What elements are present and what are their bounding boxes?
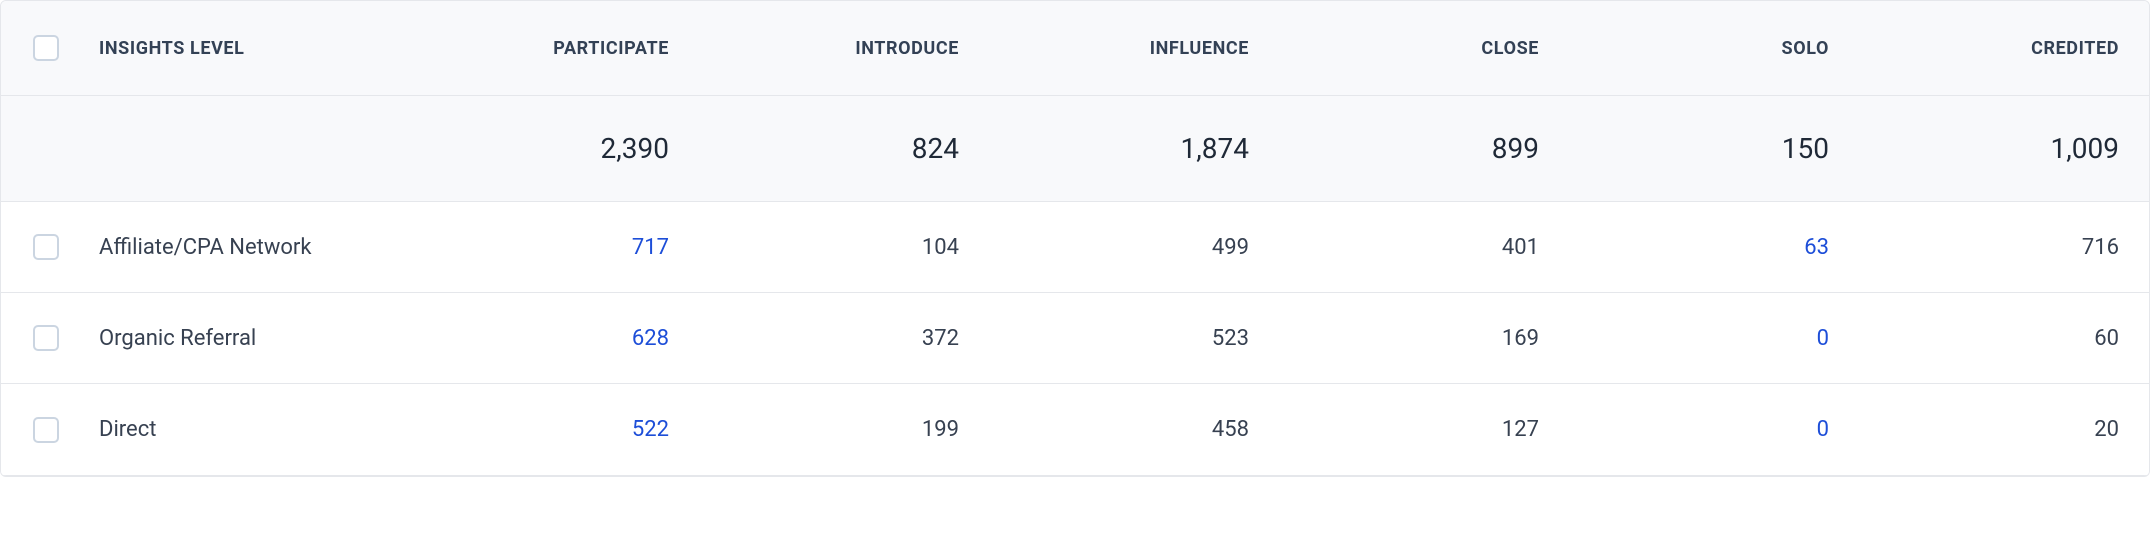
table-header-row: INSIGHTS LEVEL PARTICIPATE INTRODUCE INF… [1,1,2150,96]
row-introduce: 199 [701,384,991,475]
row-checkbox-cell [1,384,91,475]
totals-solo: 150 [1571,96,1861,202]
row-influence: 458 [991,384,1281,475]
totals-checkbox-cell [1,96,91,202]
row-introduce: 372 [701,293,991,384]
solo-link[interactable]: 0 [1817,326,1829,351]
row-checkbox-cell [1,293,91,384]
header-influence[interactable]: INFLUENCE [991,1,1281,96]
solo-link[interactable]: 0 [1817,417,1829,442]
row-checkbox[interactable] [33,234,59,260]
row-solo[interactable]: 0 [1571,384,1861,475]
row-checkbox[interactable] [33,325,59,351]
header-credited[interactable]: CREDITED [1861,1,2150,96]
participate-link[interactable]: 717 [632,235,669,260]
insights-table: INSIGHTS LEVEL PARTICIPATE INTRODUCE INF… [1,1,2150,476]
select-all-checkbox[interactable] [33,35,59,61]
insights-table-container: INSIGHTS LEVEL PARTICIPATE INTRODUCE INF… [0,0,2150,477]
row-label[interactable]: Affiliate/CPA Network [91,202,411,293]
totals-credited: 1,009 [1861,96,2150,202]
row-influence: 523 [991,293,1281,384]
table-row: Organic Referral 628 372 523 169 0 60 [1,293,2150,384]
row-label[interactable]: Direct [91,384,411,475]
totals-label-cell [91,96,411,202]
row-close: 169 [1281,293,1571,384]
participate-link[interactable]: 628 [632,326,669,351]
row-participate[interactable]: 717 [411,202,701,293]
participate-link[interactable]: 522 [632,417,669,442]
row-credited: 20 [1861,384,2150,475]
totals-participate: 2,390 [411,96,701,202]
row-close: 127 [1281,384,1571,475]
row-solo[interactable]: 63 [1571,202,1861,293]
row-solo[interactable]: 0 [1571,293,1861,384]
row-influence: 499 [991,202,1281,293]
header-checkbox-cell [1,1,91,96]
row-participate[interactable]: 522 [411,384,701,475]
totals-introduce: 824 [701,96,991,202]
row-label[interactable]: Organic Referral [91,293,411,384]
row-checkbox[interactable] [33,417,59,443]
header-introduce[interactable]: INTRODUCE [701,1,991,96]
row-introduce: 104 [701,202,991,293]
row-close: 401 [1281,202,1571,293]
solo-link[interactable]: 63 [1804,235,1829,260]
table-row: Affiliate/CPA Network 717 104 499 401 63… [1,202,2150,293]
row-participate[interactable]: 628 [411,293,701,384]
table-row: Direct 522 199 458 127 0 20 [1,384,2150,475]
header-insights-level[interactable]: INSIGHTS LEVEL [91,1,411,96]
row-credited: 716 [1861,202,2150,293]
row-credited: 60 [1861,293,2150,384]
header-close[interactable]: CLOSE [1281,1,1571,96]
header-participate[interactable]: PARTICIPATE [411,1,701,96]
header-solo[interactable]: SOLO [1571,1,1861,96]
totals-influence: 1,874 [991,96,1281,202]
totals-close: 899 [1281,96,1571,202]
row-checkbox-cell [1,202,91,293]
totals-row: 2,390 824 1,874 899 150 1,009 [1,96,2150,202]
